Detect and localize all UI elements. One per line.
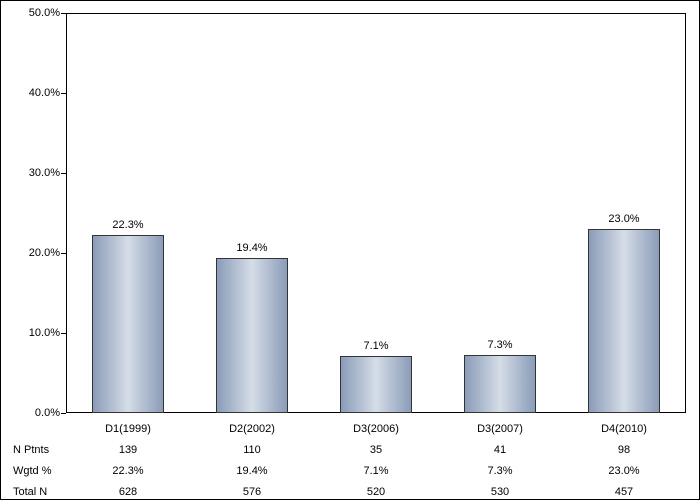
category-label: D2(2002) bbox=[229, 423, 275, 435]
bar-value-label: 22.3% bbox=[112, 219, 143, 231]
y-tick-mark bbox=[61, 413, 66, 414]
y-tick-mark bbox=[61, 253, 66, 254]
table-cell: 110 bbox=[243, 444, 261, 456]
bar bbox=[340, 356, 412, 413]
table-cell: 457 bbox=[615, 486, 633, 498]
y-tick-mark bbox=[61, 333, 66, 334]
table-cell: 7.3% bbox=[487, 465, 512, 477]
table-cell: 98 bbox=[618, 444, 630, 456]
y-tick-label: 10.0% bbox=[9, 327, 60, 339]
table-cell: 23.0% bbox=[608, 465, 639, 477]
bar-value-label: 7.1% bbox=[363, 340, 388, 352]
table-row-label: N Ptnts bbox=[13, 444, 49, 456]
table-cell: 35 bbox=[370, 444, 382, 456]
table-row-label: Wgtd % bbox=[13, 465, 52, 477]
table-cell: 520 bbox=[367, 486, 385, 498]
table-cell: 628 bbox=[119, 486, 137, 498]
table-cell: 19.4% bbox=[236, 465, 267, 477]
table-cell: 22.3% bbox=[112, 465, 143, 477]
category-label: D4(2010) bbox=[601, 423, 647, 435]
y-tick-mark bbox=[61, 93, 66, 94]
table-row-label: Total N bbox=[13, 486, 47, 498]
category-label: D1(1999) bbox=[105, 423, 151, 435]
table-cell: 41 bbox=[494, 444, 506, 456]
y-tick-label: 20.0% bbox=[9, 247, 60, 259]
table-cell: 7.1% bbox=[363, 465, 388, 477]
bar-value-label: 7.3% bbox=[487, 339, 512, 351]
bar bbox=[216, 258, 288, 413]
y-tick-label: 0.0% bbox=[9, 407, 60, 419]
bar-value-label: 19.4% bbox=[236, 242, 267, 254]
y-tick-label: 30.0% bbox=[9, 167, 60, 179]
bar bbox=[464, 355, 536, 413]
category-label: D3(2007) bbox=[477, 423, 523, 435]
chart-frame: 0.0% 10.0% 20.0% 30.0% 40.0% 50.0% 22.3% 19.4% 7… bbox=[0, 0, 700, 500]
bar bbox=[92, 235, 164, 413]
table-cell: 576 bbox=[243, 486, 261, 498]
category-label: D3(2006) bbox=[353, 423, 399, 435]
table-cell: 530 bbox=[491, 486, 509, 498]
y-tick-label: 50.0% bbox=[9, 7, 60, 19]
bar bbox=[588, 229, 660, 413]
y-tick-mark bbox=[61, 13, 66, 14]
bar-value-label: 23.0% bbox=[608, 213, 639, 225]
y-tick-mark bbox=[61, 173, 66, 174]
table-cell: 139 bbox=[119, 444, 137, 456]
y-tick-label: 40.0% bbox=[9, 87, 60, 99]
